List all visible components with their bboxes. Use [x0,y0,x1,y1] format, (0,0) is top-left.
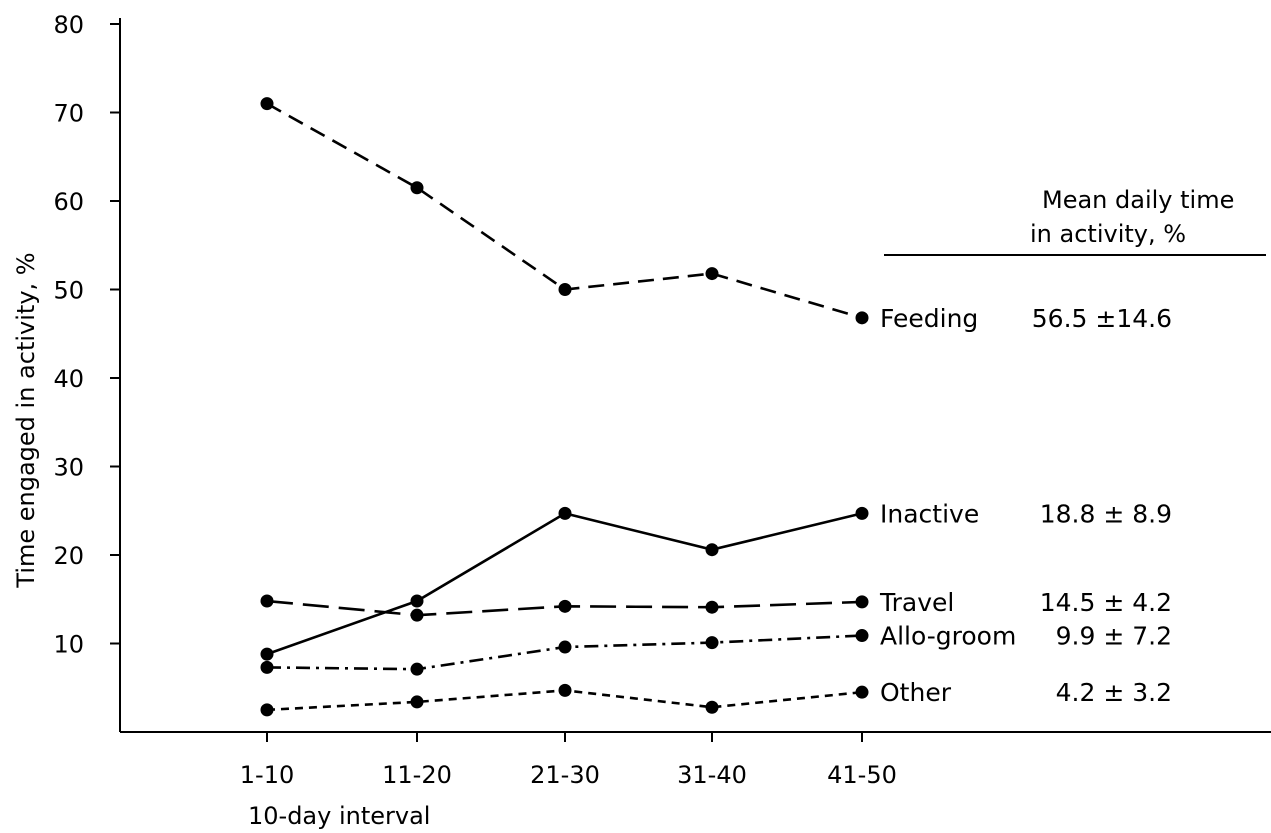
y-tick-label: 40 [53,365,84,393]
y-tick-label: 20 [53,542,84,570]
data-point-feeding [855,311,869,325]
data-point-travel [705,600,719,614]
y-tick-label: 60 [53,188,84,216]
x-tick-label: 1-10 [240,761,294,789]
data-point-other [558,683,572,697]
data-point-inactive [855,506,869,520]
stats-header-line-1: Mean daily time [1042,186,1234,214]
data-point-travel [260,594,274,608]
data-point-allo-groom [260,660,274,674]
data-point-feeding [260,97,274,111]
series-stat-allo-groom: 9.9 ± 7.2 [1056,622,1172,651]
y-axis-ticks: 10 20 30 40 50 60 70 80 [53,11,120,659]
data-point-travel [855,595,869,609]
series-stat-inactive: 18.8 ± 8.9 [1040,499,1172,528]
x-axis-title: 10-day interval [248,802,430,830]
series-lines [266,102,863,712]
data-point-travel [410,608,424,622]
y-tick-label: 50 [53,277,84,305]
y-tick-label: 10 [53,631,84,659]
data-point-allo-groom [705,636,719,650]
y-tick-label: 30 [53,454,84,482]
data-point-allo-groom [558,640,572,654]
y-tick-label: 80 [53,11,84,39]
axes [119,18,1271,733]
data-point-other [260,703,274,717]
data-point-inactive [558,506,572,520]
x-tick-label: 21-30 [530,761,600,789]
x-axis-ticks: 1-10 11-20 21-30 31-40 41-50 [240,732,897,789]
series-label-feeding: Feeding [880,304,978,333]
series-stat-travel: 14.5 ± 4.2 [1040,588,1172,617]
series-label-other: Other [880,678,952,707]
series-points [260,97,869,717]
y-axis-title: Time engaged in activity, % [12,252,40,588]
series-labels: Feeding 56.5 ±14.6 Inactive 18.8 ± 8.9 Trave… [879,304,1172,707]
data-point-feeding [705,267,719,281]
data-point-other [410,695,424,709]
series-label-allo-groom: Allo-groom [880,622,1016,651]
x-tick-label: 31-40 [677,761,747,789]
x-tick-label: 41-50 [827,761,897,789]
data-point-inactive [260,647,274,661]
series-stat-feeding: 56.5 ±14.6 [1032,304,1172,333]
x-tick-label: 11-20 [382,761,452,789]
data-point-feeding [410,181,424,195]
data-point-inactive [705,543,719,557]
data-point-travel [558,599,572,613]
data-point-allo-groom [410,662,424,676]
data-point-other [705,700,719,714]
series-stat-other: 4.2 ± 3.2 [1056,678,1172,707]
data-point-allo-groom [855,629,869,643]
data-point-feeding [558,283,572,296]
series-label-travel: Travel [879,588,954,617]
y-tick-label: 70 [53,100,84,128]
data-point-other [855,685,869,699]
stats-header-line-2: in activity, % [1030,220,1186,248]
data-point-inactive [410,594,424,608]
series-line-inactive [266,512,863,656]
series-label-inactive: Inactive [880,499,979,528]
